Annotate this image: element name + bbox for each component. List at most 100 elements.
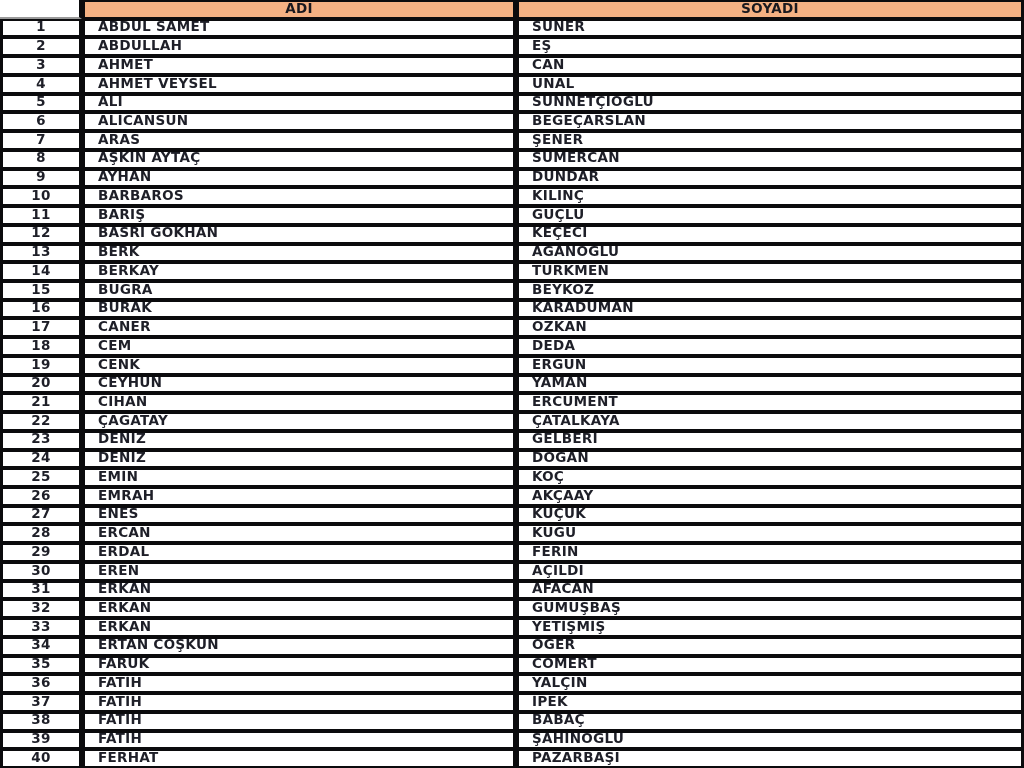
first-name-cell: ERKAN	[82, 618, 516, 637]
row-number-cell: 7	[0, 131, 82, 150]
last-name-cell: ŞENER	[516, 131, 1024, 150]
first-name-cell: CANER	[82, 318, 516, 338]
last-name-cell: PAZARBAŞI	[516, 749, 1024, 768]
first-name-cell: EMRAH	[82, 487, 516, 506]
first-name-cell: CEM	[82, 337, 516, 356]
first-name-cell: BERKAY	[82, 262, 516, 281]
last-name-cell: ÖZKAN	[516, 318, 1024, 338]
row-number-cell: 12	[0, 224, 82, 244]
first-name-cell: BASRİ GÖKHAN	[82, 224, 516, 244]
first-name-cell: ERTAN COŞKUN	[82, 636, 516, 656]
row-number-cell: 17	[0, 318, 82, 338]
row-number-cell: 1	[0, 18, 82, 38]
row-number-cell: 22	[0, 412, 82, 431]
first-name-cell: FATİH	[82, 730, 516, 750]
row-number-cell: 13	[0, 243, 82, 263]
first-name-cell: FATİH	[82, 711, 516, 731]
first-name-cell: EMİN	[82, 468, 516, 488]
last-name-cell: TÜRKMEN	[516, 262, 1024, 281]
last-name-cell: AÇILDI	[516, 561, 1024, 581]
row-number-cell: 39	[0, 730, 82, 750]
column-header-soyadi: SOYADI	[516, 0, 1024, 19]
row-number-cell: 15	[0, 280, 82, 300]
last-name-cell: ÇATALKAYA	[516, 412, 1024, 431]
row-number-cell: 37	[0, 693, 82, 712]
last-name-cell: KARADUMAN	[516, 299, 1024, 319]
row-number-cell: 3	[0, 56, 82, 75]
row-number-cell: 21	[0, 393, 82, 413]
row-number-cell: 9	[0, 168, 82, 188]
last-name-cell: DOĞAN	[516, 449, 1024, 469]
first-name-cell: ERKAN	[82, 580, 516, 600]
first-name-cell: ALİ	[82, 93, 516, 113]
last-name-cell: BABAÇ	[516, 711, 1024, 731]
last-name-cell: ERCÜMENT	[516, 393, 1024, 413]
last-name-cell: SÜNER	[516, 18, 1024, 38]
row-number-cell: 11	[0, 206, 82, 225]
last-name-cell: YAMAN	[516, 374, 1024, 394]
last-name-cell: BEYKOZ	[516, 280, 1024, 300]
last-name-cell: AĞANOĞLU	[516, 243, 1024, 263]
row-number-cell: 19	[0, 355, 82, 375]
first-name-cell: BARIŞ	[82, 206, 516, 225]
row-number-cell: 40	[0, 749, 82, 768]
last-name-cell: AFACAN	[516, 580, 1024, 600]
last-name-cell: EŞ	[516, 37, 1024, 57]
last-name-cell: AKÇAAY	[516, 487, 1024, 506]
first-name-cell: ABDULLAH	[82, 37, 516, 57]
last-name-cell: GELBERİ	[516, 430, 1024, 450]
first-name-cell: ERCAN	[82, 524, 516, 544]
first-name-cell: ERKAN	[82, 599, 516, 619]
last-name-cell: KEÇECİ	[516, 224, 1024, 244]
last-name-cell: GÜÇLÜ	[516, 206, 1024, 225]
first-name-cell: FERHAT	[82, 749, 516, 768]
row-number-cell: 23	[0, 430, 82, 450]
row-number-cell: 16	[0, 299, 82, 319]
first-name-cell: ABDUL SAMET	[82, 18, 516, 38]
first-name-cell: EREN	[82, 561, 516, 581]
last-name-cell: DEDA	[516, 337, 1024, 356]
last-name-cell: İPEK	[516, 693, 1024, 712]
last-name-cell: FERİN	[516, 543, 1024, 562]
last-name-cell: ÖĞER	[516, 636, 1024, 656]
row-number-cell: 32	[0, 599, 82, 619]
row-number-cell: 29	[0, 543, 82, 562]
first-name-cell: ALİCANSUN	[82, 112, 516, 132]
row-number-cell: 30	[0, 561, 82, 581]
first-name-cell: CENK	[82, 355, 516, 375]
first-name-cell: ÇAĞATAY	[82, 412, 516, 431]
last-name-cell: SÜNNETÇİOĞLU	[516, 93, 1024, 113]
row-number-cell: 2	[0, 37, 82, 57]
first-name-cell: AHMET	[82, 56, 516, 75]
last-name-cell: BEGEÇARSLAN	[516, 112, 1024, 132]
row-number-cell: 4	[0, 74, 82, 94]
row-number-cell: 25	[0, 468, 82, 488]
first-name-cell: AYHAN	[82, 168, 516, 188]
last-name-cell: YALÇIN	[516, 674, 1024, 694]
first-name-cell: CİHAN	[82, 393, 516, 413]
row-number-cell: 5	[0, 93, 82, 113]
row-number-cell: 34	[0, 636, 82, 656]
row-number-cell: 14	[0, 262, 82, 281]
row-number-cell: 10	[0, 187, 82, 207]
row-number-cell: 31	[0, 580, 82, 600]
row-number-cell: 38	[0, 711, 82, 731]
row-number-cell: 28	[0, 524, 82, 544]
last-name-cell: SÜMERCAN	[516, 149, 1024, 169]
row-number-cell: 35	[0, 655, 82, 675]
first-name-cell: AŞKIN AYTAÇ	[82, 149, 516, 169]
last-name-cell: KILINÇ	[516, 187, 1024, 207]
first-name-cell: DENİZ	[82, 449, 516, 469]
last-name-cell: CÖMERT	[516, 655, 1024, 675]
first-name-cell: DENİZ	[82, 430, 516, 450]
corner-cell	[0, 0, 82, 19]
last-name-cell: CAN	[516, 56, 1024, 75]
first-name-cell: BARBAROS	[82, 187, 516, 207]
first-name-cell: AHMET VEYSEL	[82, 74, 516, 94]
first-name-cell: BUĞRA	[82, 280, 516, 300]
last-name-cell: ÜNAL	[516, 74, 1024, 94]
last-name-cell: ERGÜN	[516, 355, 1024, 375]
row-number-cell: 8	[0, 149, 82, 169]
